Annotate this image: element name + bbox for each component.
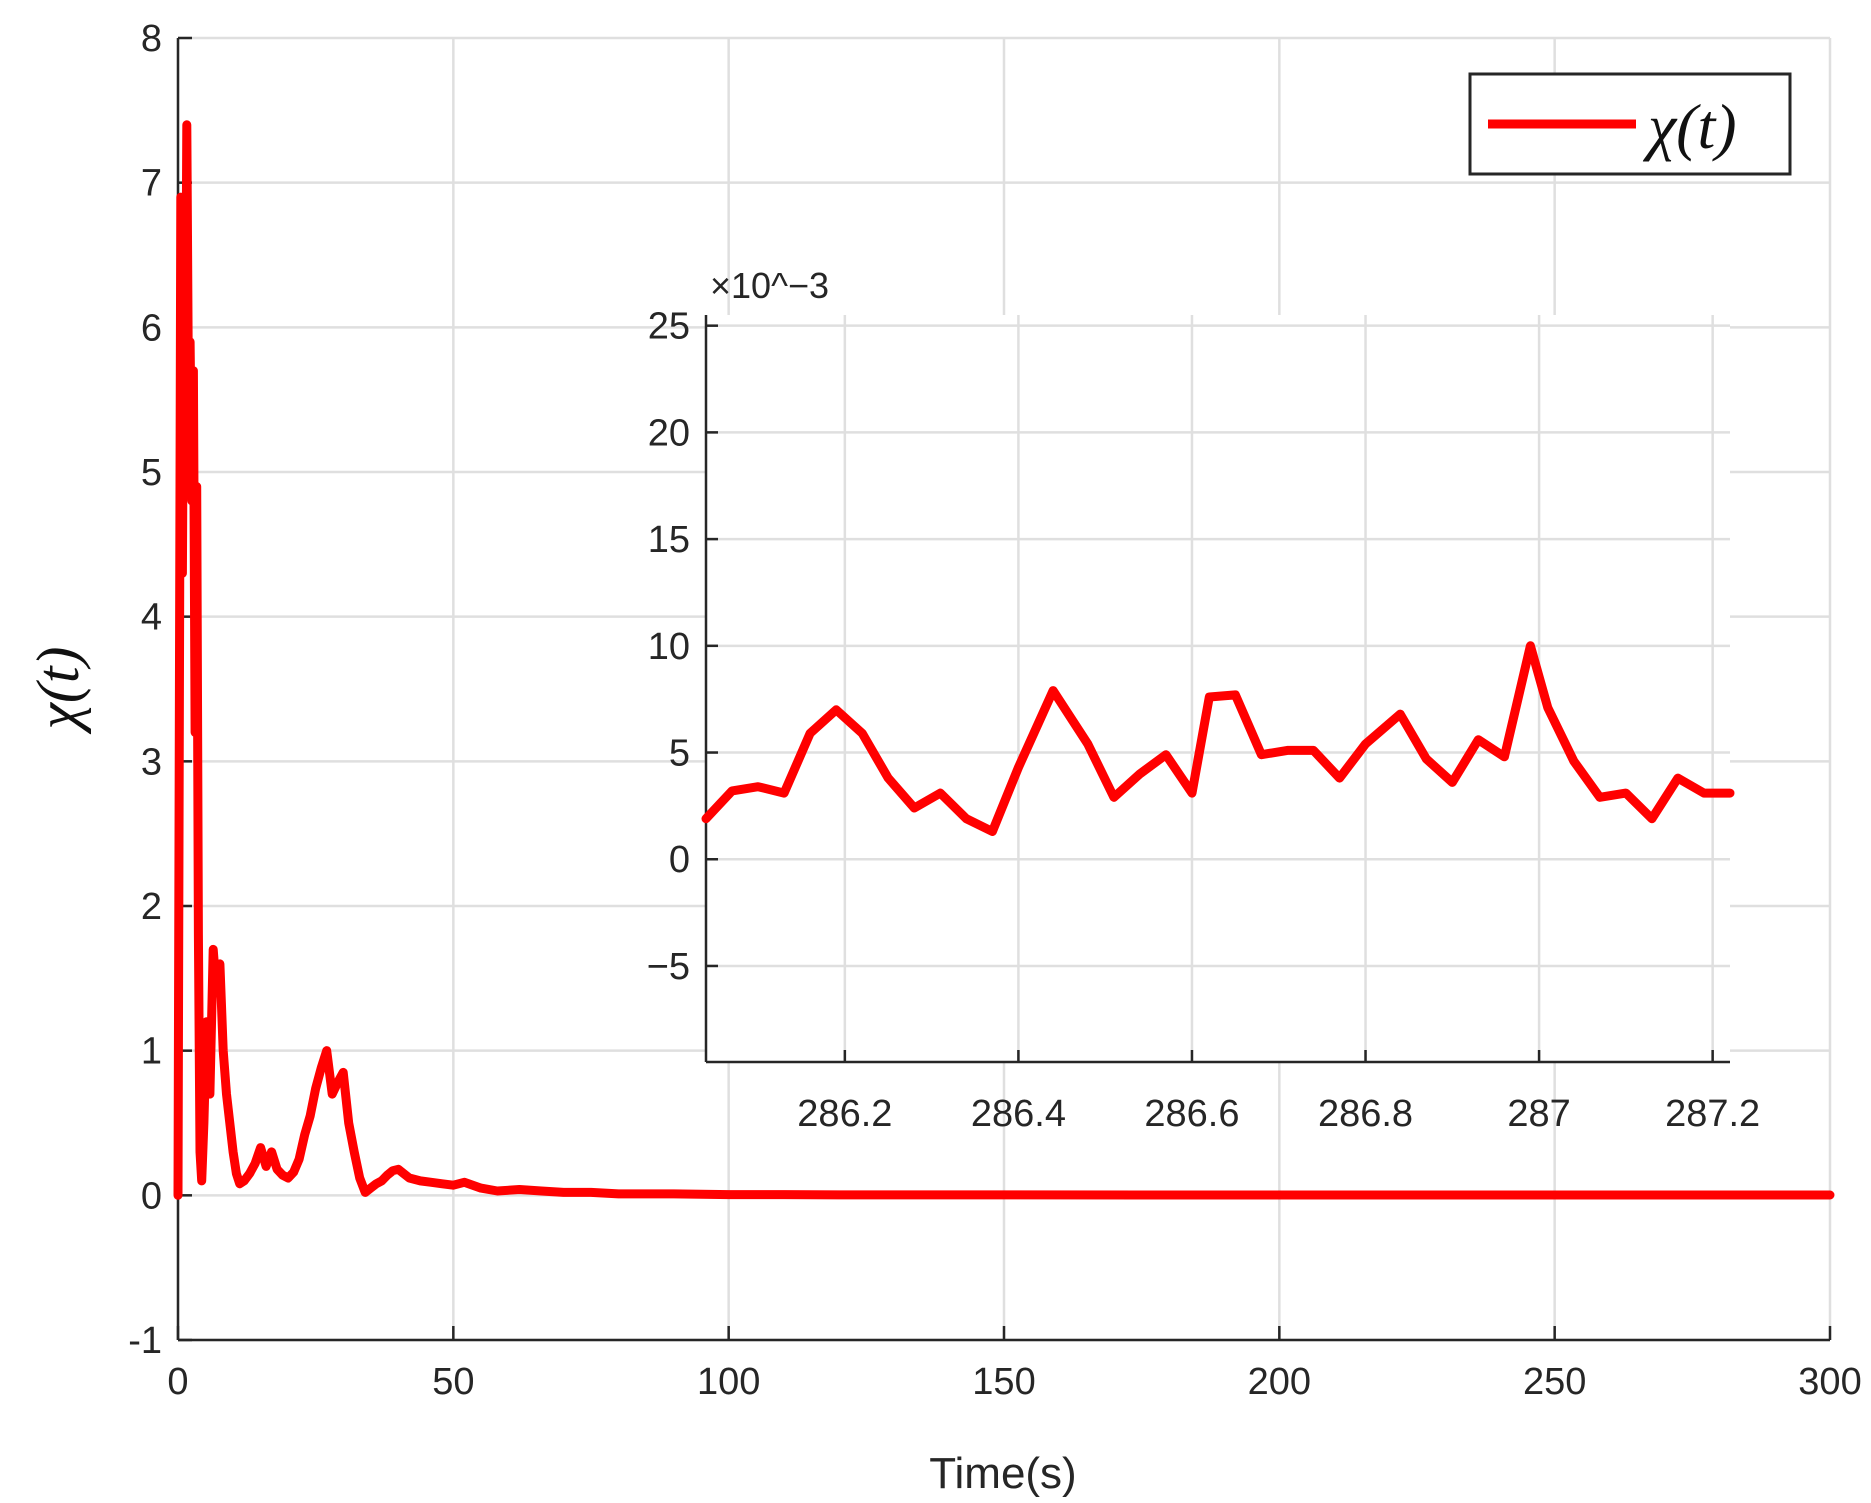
- main-y-tick-label-7: 6: [141, 307, 162, 349]
- main-y-tick-label-4: 3: [141, 741, 162, 783]
- x-axis-label: Time(s): [929, 1449, 1076, 1498]
- inset-y-tick-label-0: −5: [647, 946, 690, 988]
- inset-series-line-0: [701, 641, 1735, 836]
- inset-x-tick-label-4: 287: [1507, 1093, 1570, 1135]
- inset-y-tick-label-1: 0: [669, 839, 690, 881]
- main-x-tick-label-1: 50: [432, 1361, 474, 1403]
- inset-x-tick-label-1: 286.4: [971, 1093, 1066, 1135]
- main-x-tick-label-3: 150: [972, 1361, 1035, 1403]
- y-axis-label: χ(t): [25, 646, 91, 734]
- main-x-tick-label-2: 100: [697, 1361, 760, 1403]
- main-y-tick-label-0: -1: [128, 1320, 162, 1362]
- main-y-tick-label-8: 7: [141, 163, 162, 205]
- main-y-tick-label-6: 5: [141, 452, 162, 494]
- main-y-tick-label-5: 4: [141, 597, 162, 639]
- main-y-tick-label-9: 8: [141, 18, 162, 60]
- inset-x-tick-label-2: 286.6: [1144, 1093, 1239, 1135]
- inset-y-tick-label-2: 5: [669, 733, 690, 775]
- main-x-tick-label-0: 0: [167, 1361, 188, 1403]
- inset-x-tick-label-0: 286.2: [797, 1093, 892, 1135]
- main-x-tick-label-5: 250: [1523, 1361, 1586, 1403]
- legend: χ(t): [1468, 72, 1792, 176]
- main-x-tick-label-4: 200: [1248, 1361, 1311, 1403]
- main-x-tick-label-6: 300: [1798, 1361, 1861, 1403]
- main-y-tick-label-3: 2: [141, 886, 162, 928]
- inset-y-tick-label-4: 15: [648, 519, 690, 561]
- main-y-tick-label-2: 1: [141, 1031, 162, 1073]
- inset-y-tick-label-5: 20: [648, 412, 690, 454]
- main-series: [173, 120, 1835, 1200]
- inset-background: [706, 315, 1730, 1062]
- main-y-tick-label-1: 0: [141, 1175, 162, 1217]
- inset-axes: [704, 315, 1730, 1064]
- inset-x-tick-label-3: 286.8: [1318, 1093, 1413, 1135]
- inset-y-multiplier: ×10^−3: [710, 265, 829, 306]
- inset-series: [701, 641, 1735, 836]
- inset-x-tick-label-5: 287.2: [1665, 1093, 1760, 1135]
- inset-plot-area: [706, 315, 1730, 1062]
- legend-label-chi: χ(t): [1642, 91, 1737, 162]
- main-series-line-0: [173, 120, 1835, 1200]
- inset-tick-labels: 286.2 286.4 286.6 286.8 287 287.2 −5 0 5 10 15 20 25: [647, 306, 1761, 1135]
- inset-y-tick-label-3: 10: [648, 626, 690, 668]
- inset-y-tick-label-6: 25: [648, 306, 690, 348]
